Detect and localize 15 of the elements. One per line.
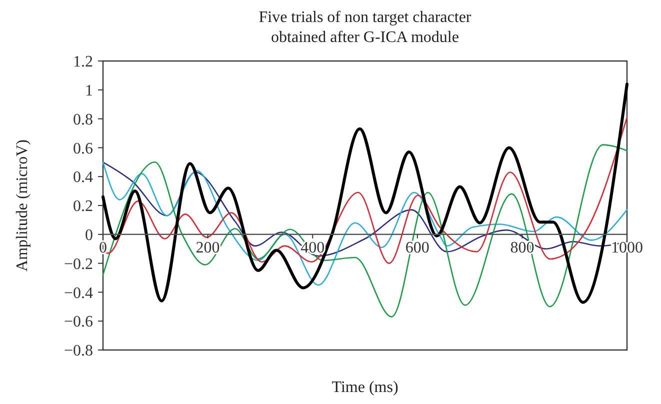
y-tick-label: −0.2 bbox=[64, 256, 93, 273]
y-tick-label: −0.4 bbox=[64, 284, 93, 302]
y-tick-label: 0 bbox=[85, 227, 93, 244]
y-tick-label: 0.6 bbox=[73, 140, 93, 158]
chart-title: Five trials of non target character obtained after G-ICA module bbox=[258, 9, 472, 46]
y-axis-title: Amplitude (microV) bbox=[14, 140, 31, 272]
y-tick-label: 0.2 bbox=[73, 198, 93, 216]
y-tick-label: −0.8 bbox=[64, 342, 93, 360]
y-tick-label: 1 bbox=[85, 82, 93, 100]
y-tick-label: −0.6 bbox=[64, 314, 93, 331]
y-tick-label: 0.8 bbox=[73, 111, 93, 128]
y-tick-label: 0.4 bbox=[73, 169, 93, 186]
x-tick-label: 200 bbox=[196, 239, 220, 256]
y-tick-label: 1.2 bbox=[73, 54, 93, 71]
x-axis-title: Time (ms) bbox=[332, 379, 398, 396]
